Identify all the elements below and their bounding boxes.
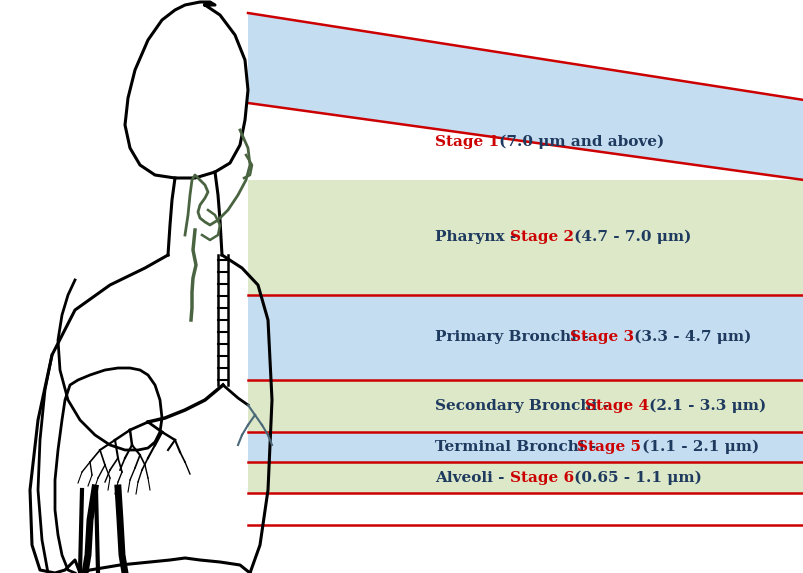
Text: (3.3 - 4.7 μm): (3.3 - 4.7 μm)	[629, 330, 751, 344]
Polygon shape	[247, 432, 803, 462]
Text: (0.65 - 1.1 μm): (0.65 - 1.1 μm)	[569, 471, 702, 485]
Text: (4.7 - 7.0 μm): (4.7 - 7.0 μm)	[569, 230, 691, 244]
Polygon shape	[247, 180, 803, 295]
Polygon shape	[247, 295, 803, 380]
Text: Alveoli -: Alveoli -	[434, 471, 509, 485]
Text: Stage 1: Stage 1	[434, 135, 499, 149]
Text: Terminal Bronchi -: Terminal Bronchi -	[434, 440, 601, 454]
Text: Stage 5: Stage 5	[577, 440, 641, 454]
Polygon shape	[247, 13, 803, 180]
Text: (1.1 - 2.1 μm): (1.1 - 2.1 μm)	[636, 440, 758, 454]
Text: Stage 2: Stage 2	[509, 230, 573, 244]
Text: (7.0 μm and above): (7.0 μm and above)	[494, 135, 664, 149]
Text: (2.1 - 3.3 μm): (2.1 - 3.3 μm)	[644, 399, 766, 413]
Text: Stage 6: Stage 6	[509, 471, 573, 485]
Text: Stage 4: Stage 4	[585, 399, 648, 413]
Polygon shape	[247, 462, 803, 493]
Polygon shape	[247, 380, 803, 432]
Text: Pharynx -: Pharynx -	[434, 230, 521, 244]
Text: Secondary Bronchi -: Secondary Bronchi -	[434, 399, 613, 413]
Text: Stage 3: Stage 3	[569, 330, 634, 344]
Text: Primary Bronchi -: Primary Bronchi -	[434, 330, 593, 344]
